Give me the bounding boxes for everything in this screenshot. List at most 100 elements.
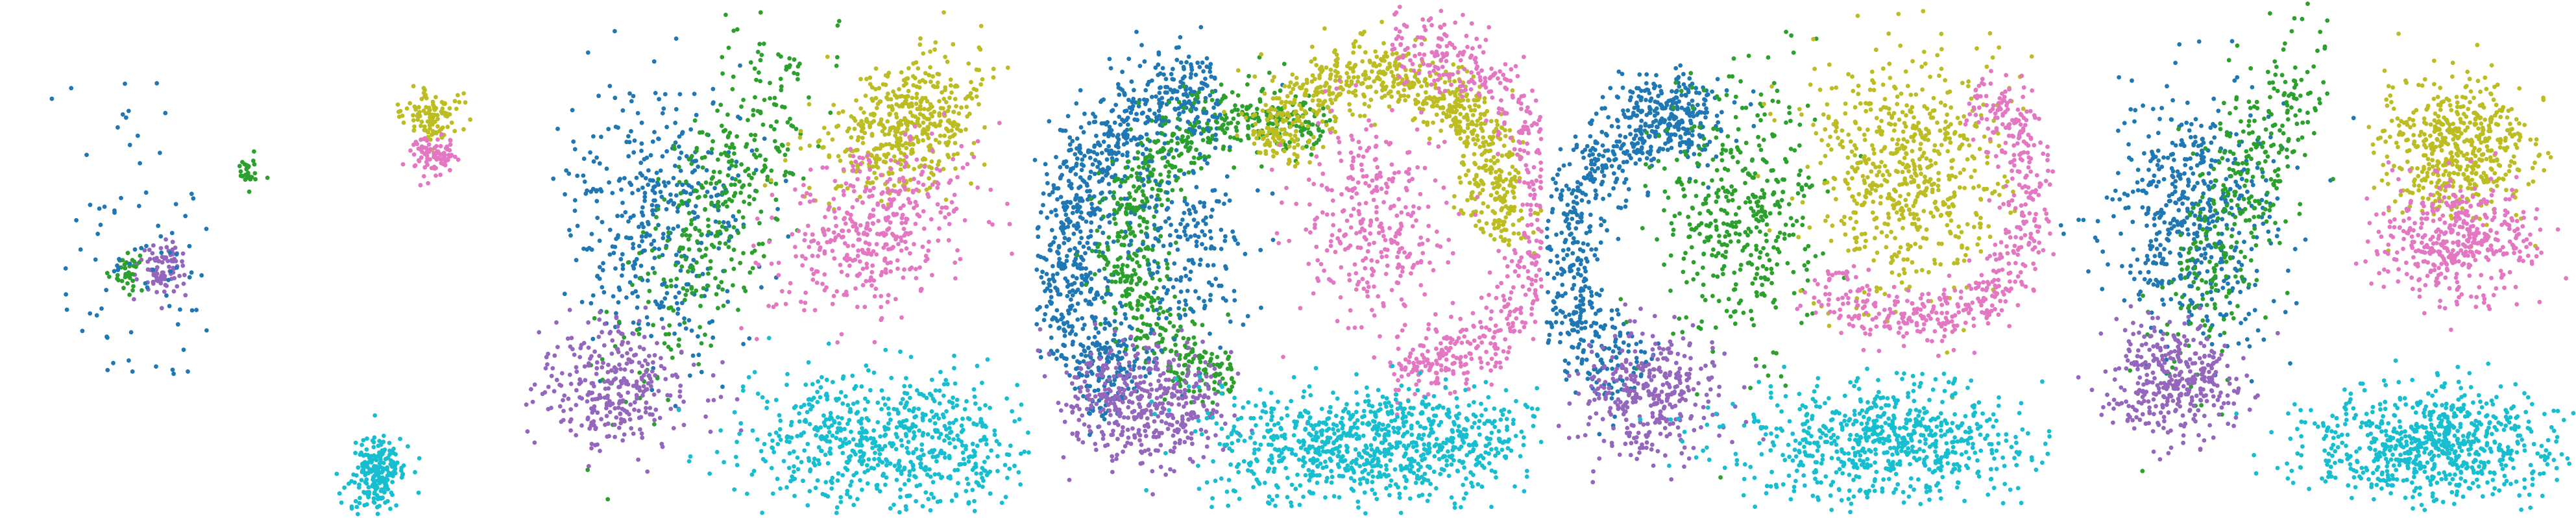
scatter-point-cyan	[903, 504, 908, 509]
scatter-point-green	[743, 169, 747, 173]
scatter-point-green	[1134, 337, 1138, 341]
scatter-point-green	[697, 273, 701, 278]
scatter-point-cyan	[951, 421, 956, 425]
scatter-point-green	[1112, 264, 1117, 269]
scatter-point-purple	[705, 398, 711, 403]
scatter-point-green	[1115, 201, 1120, 206]
scatter-point-olive	[428, 126, 432, 131]
scatter-point-purple	[670, 373, 675, 378]
scatter-point-green	[714, 291, 719, 297]
scatter-point-cyan	[851, 437, 856, 442]
scatter-point-green	[1230, 376, 1234, 380]
scatter-point-green	[757, 241, 761, 247]
scatter-point-green	[1232, 165, 1237, 170]
scatter-point-cyan	[398, 436, 402, 441]
scatter-point-cyan	[812, 456, 817, 462]
scatter-point-green	[1149, 156, 1154, 160]
scatter-point-cyan	[938, 432, 943, 437]
scatter-point-green	[134, 264, 138, 269]
scatter-point-olive	[897, 87, 901, 92]
scatter-point-cyan	[737, 431, 742, 436]
scatter-point-cyan	[390, 493, 395, 497]
scatter-point-green	[683, 257, 688, 262]
scatter-point-blue	[1036, 253, 1041, 258]
scatter-point-cyan	[878, 434, 882, 439]
scatter-point-cyan	[838, 500, 844, 504]
scatter-point-green	[741, 183, 746, 188]
scatter-point-green	[780, 105, 784, 109]
scatter-point-cyan	[903, 424, 907, 429]
scatter-point-cyan	[943, 426, 949, 432]
scatter-point-pink	[860, 250, 866, 255]
scatter-point-pink	[803, 301, 808, 305]
scatter-point-blue	[1054, 356, 1059, 361]
scatter-point-pink	[855, 273, 860, 278]
scatter-point-green	[1115, 271, 1121, 277]
scatter-point-blue	[600, 285, 605, 290]
scatter-point-olive	[858, 77, 863, 82]
scatter-point-cyan	[880, 447, 884, 452]
scatter-point-blue	[1223, 192, 1228, 197]
scatter-point-green	[1211, 387, 1217, 391]
scatter-point-blue	[1160, 66, 1165, 71]
scatter-point-purple	[613, 406, 618, 411]
scatter-point-pink	[937, 226, 942, 231]
scatter-point-purple	[574, 433, 579, 438]
scatter-point-green	[731, 247, 736, 253]
scatter-point-purple	[542, 390, 548, 395]
scatter-point-blue	[1115, 343, 1121, 348]
scatter-point-cyan	[707, 471, 712, 476]
scatter-point-purple	[650, 369, 655, 374]
scatter-point-purple	[159, 274, 164, 278]
scatter-point-purple	[632, 400, 637, 405]
scatter-point-pink	[853, 286, 858, 291]
scatter-point-blue	[64, 292, 68, 297]
scatter-point-cyan	[927, 467, 932, 472]
scatter-point-purple	[574, 365, 579, 370]
scatter-point-olive	[838, 158, 843, 164]
scatter-point-cyan	[750, 428, 755, 433]
scatter-point-blue	[627, 140, 632, 145]
scatter-point-green	[1195, 95, 1199, 101]
scatter-point-olive	[447, 106, 452, 111]
scatter-point-cyan	[920, 433, 925, 438]
scatter-point-green	[1197, 90, 1201, 95]
scatter-point-olive	[413, 107, 419, 112]
scatter-point-blue	[115, 125, 120, 130]
scatter-point-green	[685, 288, 690, 293]
cluster-green-1	[104, 251, 144, 297]
scatter-point-blue	[572, 198, 577, 203]
scatter-point-cyan	[973, 401, 978, 406]
scatter-point-blue	[1093, 249, 1099, 254]
scatter-point-green	[699, 156, 705, 160]
scatter-point-cyan	[775, 476, 780, 482]
scatter-point-blue	[626, 134, 631, 139]
scatter-point-blue	[1078, 290, 1084, 295]
scatter-point-pink	[802, 238, 807, 243]
scatter-point-cyan	[795, 455, 800, 460]
scatter-point-green	[751, 113, 756, 117]
scatter-point-pink	[868, 212, 873, 217]
scatter-point-cyan	[1004, 452, 1010, 457]
scatter-point-green	[752, 138, 757, 143]
scatter-point-cyan	[884, 459, 890, 463]
scatter-point-purple	[609, 368, 614, 373]
scatter-point-blue	[1107, 125, 1112, 129]
scatter-point-blue	[1081, 394, 1086, 399]
scatter-point-purple	[636, 457, 640, 462]
scatter-point-blue	[713, 219, 718, 224]
scatter-point-blue	[1156, 52, 1161, 57]
scatter-point-green	[1245, 106, 1249, 112]
scatter-point-cyan	[365, 436, 369, 441]
scatter-point-blue	[594, 188, 600, 193]
scatter-point-green	[243, 177, 248, 182]
scatter-point-green	[1100, 214, 1106, 219]
scatter-point-blue	[637, 225, 641, 229]
scatter-point-pink	[921, 182, 926, 187]
scatter-point-pink	[770, 216, 774, 220]
scatter-point-blue	[671, 175, 676, 180]
scatter-point-cyan	[930, 454, 935, 460]
scatter-point-blue	[1176, 106, 1181, 111]
scatter-point-pink	[842, 241, 847, 246]
scatter-point-green	[1115, 238, 1121, 243]
